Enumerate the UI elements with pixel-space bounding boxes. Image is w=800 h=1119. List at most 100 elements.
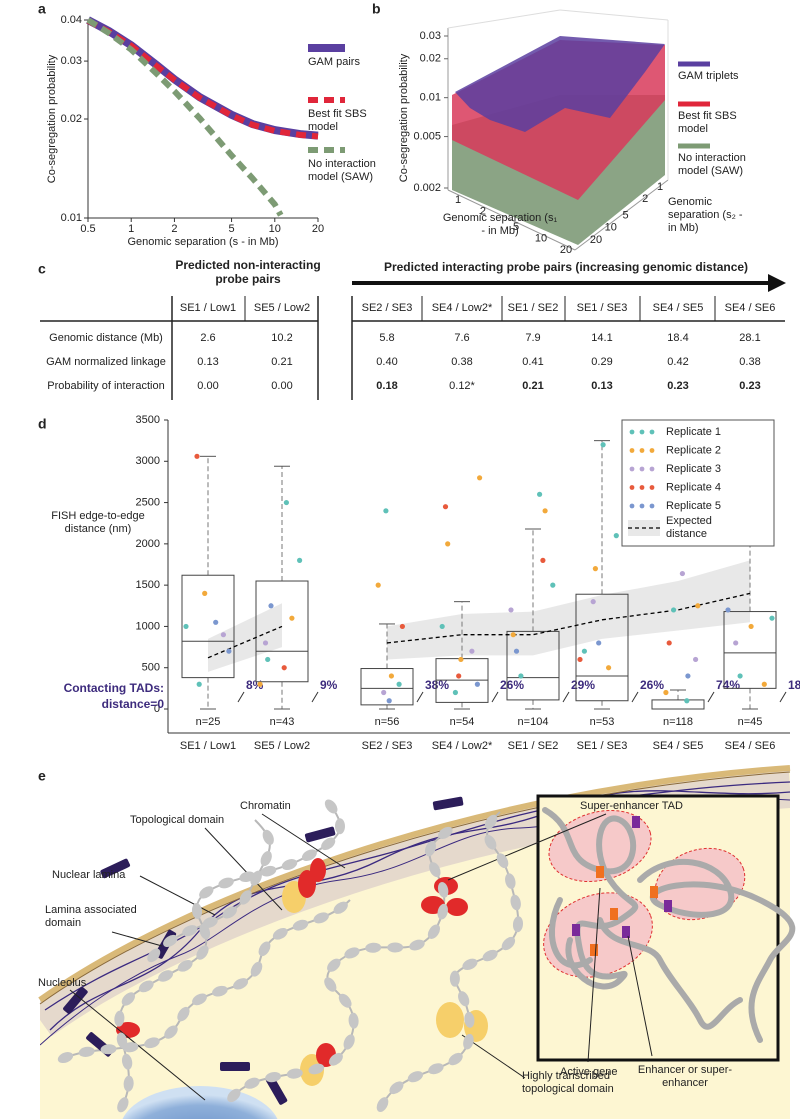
- nuclear-envelope: [38, 765, 791, 1003]
- data-point: [671, 607, 677, 613]
- contact-percent: 26%: [500, 678, 524, 692]
- chromatin-bead: [281, 859, 298, 871]
- x-tick-label: SE2 / SE3: [362, 740, 413, 752]
- chromatin-bead: [409, 939, 425, 951]
- expected-line: [207, 625, 283, 659]
- chromatin-bead: [272, 927, 288, 940]
- sample-size: n=118: [663, 716, 693, 728]
- data-point: [452, 689, 458, 696]
- contact-percent: 29%: [571, 678, 595, 692]
- cell: 28.1: [739, 332, 760, 344]
- cell: 0.38: [451, 356, 472, 368]
- cell: 0.13: [197, 356, 218, 368]
- z-tick-label: 0.01: [420, 92, 441, 104]
- group-heading: Predicted non-interacting probe pairs: [175, 258, 321, 286]
- chromatin-bead: [202, 916, 218, 928]
- sample-size: n=54: [450, 716, 475, 728]
- cell: 2.6: [200, 332, 215, 344]
- data-point: [396, 681, 402, 687]
- cell: 7.9: [525, 332, 540, 344]
- chromatin-tube: [637, 858, 796, 1043]
- x-tick-label: 20: [560, 244, 572, 256]
- x-tick-label: SE1 / SE2: [508, 740, 559, 752]
- zoom-box: [536, 794, 796, 1062]
- chromatin-bead: [292, 919, 309, 931]
- enhancer-mark: [572, 924, 580, 936]
- legend-label-box: Best fit SBS model: [678, 110, 737, 135]
- y-tick-label: 500: [142, 662, 160, 674]
- lad: [304, 826, 336, 843]
- chromatin-bead: [448, 1052, 463, 1066]
- x-tick-label: 0.5: [80, 223, 95, 235]
- data-point: [518, 673, 524, 679]
- data-point: [540, 557, 546, 563]
- series-line: [86, 17, 284, 217]
- arrow-head: [768, 274, 786, 292]
- chromatin-bead: [177, 1006, 190, 1022]
- leader: [587, 887, 601, 1063]
- data-point: [513, 648, 520, 654]
- cell: 0.42: [667, 356, 688, 368]
- chromatin-bead: [321, 837, 336, 851]
- chromatin-bead: [308, 1063, 325, 1075]
- legend-label-box: Expected distance: [666, 515, 712, 540]
- z-tick-label: 0.005: [413, 130, 441, 142]
- x-tick-label: 5: [229, 223, 235, 235]
- legend-swatch: [649, 466, 655, 472]
- cell: 0.00: [271, 380, 292, 392]
- column-header: SE4 / SE6: [725, 302, 776, 314]
- data-point: [769, 615, 775, 621]
- chromatin-tube: [597, 917, 743, 1030]
- x-tick-label: SE4 / Low2*: [432, 740, 493, 752]
- chromatin-bead: [429, 862, 441, 878]
- data-point: [685, 673, 691, 679]
- chromatin-bead: [389, 1081, 404, 1095]
- data-point: [445, 541, 451, 547]
- chromatin-bead: [348, 1012, 359, 1029]
- cell: 10.2: [271, 332, 292, 344]
- x-tick-label: SE5 / Low2: [254, 740, 310, 752]
- box: [575, 593, 629, 702]
- y-tick-label: 1: [657, 181, 663, 193]
- sample-size: n=56: [375, 716, 400, 728]
- diagram-label: Super-enhancer TAD: [580, 800, 683, 812]
- data-point: [399, 623, 405, 630]
- legend-swatch: [639, 466, 645, 472]
- chromatin-bead: [233, 978, 249, 990]
- data-point: [196, 681, 202, 687]
- chromatin-bead: [505, 873, 516, 890]
- data-point: [663, 689, 669, 696]
- chromatin-bead: [177, 959, 193, 972]
- diagram-label-box: Topological domain: [130, 814, 224, 826]
- legend-label-box: GAM pairs: [308, 56, 360, 68]
- sample-size: n=25: [196, 716, 221, 728]
- chromatin-bead: [482, 949, 498, 962]
- transcribed-domain: [436, 1002, 464, 1038]
- cell: 0.41: [522, 356, 543, 368]
- x-tick-label: 2: [480, 205, 486, 217]
- diagram-label-box: Enhancer or super-enhancer: [638, 1064, 732, 1089]
- legend-frame: [621, 419, 775, 547]
- sample-size: n=104: [518, 716, 549, 728]
- legend-label: Replicate 3: [666, 463, 721, 475]
- box: [506, 630, 560, 701]
- row-label: Probability of interaction: [47, 380, 164, 392]
- chromatin-bead: [387, 942, 404, 953]
- data-point: [542, 508, 548, 514]
- cell: 14.1: [591, 332, 612, 344]
- data-point: [262, 640, 269, 646]
- chromatin-bead: [250, 961, 263, 977]
- chromatin-bead: [343, 1034, 355, 1050]
- z-tick-label: 0.002: [413, 182, 441, 194]
- y-tick-label: 2000: [136, 538, 160, 550]
- contact-percent: 18%: [788, 678, 800, 692]
- legend-label: Replicate 5: [666, 500, 721, 512]
- data-point: [510, 632, 516, 638]
- legend-label: Best fit SBS model: [678, 110, 737, 135]
- legend-label: Replicate 2: [666, 444, 721, 456]
- label-pointer: [237, 691, 245, 703]
- chromatin-bead: [512, 916, 524, 933]
- leader: [139, 875, 216, 916]
- chromatin-bead: [438, 826, 453, 840]
